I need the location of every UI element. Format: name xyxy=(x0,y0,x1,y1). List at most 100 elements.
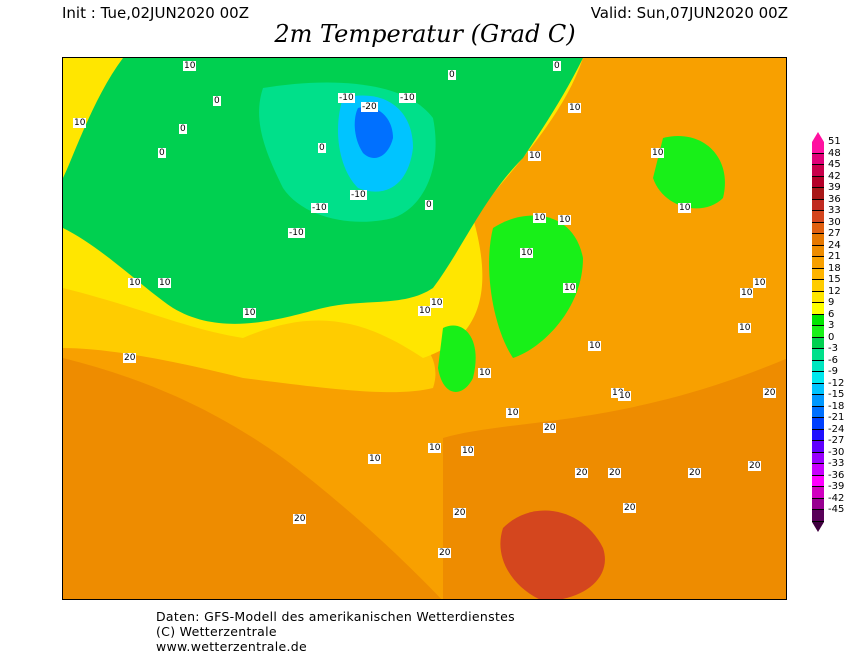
legend-label: -18 xyxy=(828,400,845,412)
legend-label: 0 xyxy=(828,331,835,343)
legend-label: -30 xyxy=(828,446,845,458)
legend-label: -9 xyxy=(828,366,838,377)
contour-label: 10 xyxy=(368,454,382,464)
legend-swatch: -12 xyxy=(812,378,844,395)
contour-label: 10 xyxy=(430,298,444,308)
temperature-map: 10 10 0 0 0 0 -10 -20 -10 0 0 0 10 10 10… xyxy=(62,57,787,600)
contour-label: 20 xyxy=(623,503,637,513)
contour-label: 10 xyxy=(520,248,534,258)
contour-label: -10 xyxy=(338,93,355,103)
color-legend: 51 48 45 42 39 36 33 30 27 24 21 18 15 12 9 6 3 0 -3 -6 -9 -1… xyxy=(812,132,844,532)
legend-label: 51 xyxy=(828,136,841,147)
footer: Daten: GFS-Modell des amerikanischen Wet… xyxy=(156,609,515,654)
contour-label: 10 xyxy=(558,215,572,225)
contour-label: 20 xyxy=(688,468,702,478)
legend-label: -15 xyxy=(828,389,845,400)
greenland-coldest xyxy=(354,107,393,158)
contour-label: 10 xyxy=(428,443,442,453)
contour-label: 10 xyxy=(418,306,432,316)
contour-label: 10 xyxy=(73,118,87,128)
legend-label: -21 xyxy=(828,412,845,423)
contour-label: 10 xyxy=(678,203,692,213)
legend-label: -45 xyxy=(828,504,845,515)
contour-label: 10 xyxy=(611,388,625,398)
contour-label: -10 xyxy=(311,203,328,213)
legend-label: -3 xyxy=(828,343,838,354)
britain-cool xyxy=(438,325,476,392)
contour-label: 10 xyxy=(528,151,542,161)
footer-data-source: Daten: GFS-Modell des amerikanischen Wet… xyxy=(156,609,515,624)
legend-swatch: 24 xyxy=(812,240,841,257)
legend-swatch: 0 xyxy=(812,332,834,349)
footer-url[interactable]: www.wetterzentrale.de xyxy=(156,639,307,654)
legend-swatch: 39 xyxy=(812,182,841,200)
legend-label: 45 xyxy=(828,159,841,170)
legend-label: -24 xyxy=(828,423,845,435)
legend-label: -33 xyxy=(828,458,845,469)
legend-label: 18 xyxy=(828,262,841,274)
legend-swatch: 21 xyxy=(812,251,841,269)
legend-swatch: 15 xyxy=(812,274,841,292)
scandinavia-cool xyxy=(489,215,583,358)
contour-label: 10 xyxy=(461,446,475,456)
legend-swatch: -42 xyxy=(812,493,844,510)
contour-label: 0 xyxy=(318,143,326,153)
contour-label: 10 xyxy=(588,341,602,351)
legend-label: 48 xyxy=(828,147,841,159)
contour-label: 0 xyxy=(448,70,456,80)
valid-time: Valid: Sun,07JUN2020 00Z xyxy=(590,4,788,22)
footer-copyright: (C) Wetterzentrale xyxy=(156,624,277,639)
legend-label: 42 xyxy=(828,170,841,182)
legend-swatch: -36 xyxy=(812,470,844,487)
legend-swatch: 33 xyxy=(812,205,841,223)
contour-label: 0 xyxy=(179,124,187,134)
contour-label: 10 xyxy=(183,61,197,71)
legend-label: 30 xyxy=(828,216,841,228)
legend-swatch: -3 xyxy=(812,343,838,361)
contour-label: 20 xyxy=(763,388,777,398)
contour-label: -10 xyxy=(350,190,367,200)
legend-label: 33 xyxy=(828,205,841,216)
legend-label: -6 xyxy=(828,354,838,366)
legend-swatch: 48 xyxy=(812,148,841,165)
contour-label: 10 xyxy=(738,323,752,333)
contour-label: 10 xyxy=(128,278,142,288)
legend-swatch: 6 xyxy=(812,309,834,326)
legend-label: 6 xyxy=(828,308,835,320)
legend-swatch: 3 xyxy=(812,320,834,338)
legend-swatch: -9 xyxy=(812,366,838,384)
contour-label: 20 xyxy=(123,353,137,363)
contour-label: 0 xyxy=(553,61,561,71)
contour-label: 0 xyxy=(158,148,166,158)
legend-label: 3 xyxy=(828,320,835,331)
contour-label: 10 xyxy=(651,148,665,158)
contour-label: 10 xyxy=(158,278,172,288)
legend-label: -42 xyxy=(828,492,845,504)
contour-label: 20 xyxy=(748,461,762,471)
legend-swatch: 51 xyxy=(812,136,841,154)
legend-swatch: -27 xyxy=(812,435,844,453)
legend-label: -39 xyxy=(828,481,845,492)
contour-label: -10 xyxy=(399,93,416,103)
contour-label: 10 xyxy=(533,213,547,223)
legend-swatch: 12 xyxy=(812,286,841,303)
legend-swatch: -21 xyxy=(812,412,844,430)
contour-label: 10 xyxy=(618,391,632,401)
legend-swatch: 30 xyxy=(812,217,841,234)
legend-swatch: -30 xyxy=(812,447,844,464)
legend-swatch: 36 xyxy=(812,194,841,211)
contour-label: 20 xyxy=(453,508,467,518)
legend-swatch: -33 xyxy=(812,458,844,476)
legend-swatch: 18 xyxy=(812,263,841,280)
legend-label: 21 xyxy=(828,251,841,262)
hot-sahara xyxy=(500,510,605,599)
contour-label: -20 xyxy=(361,102,378,112)
contour-label: 20 xyxy=(543,423,557,433)
legend-swatch: -15 xyxy=(812,389,844,407)
legend-label: 12 xyxy=(828,285,841,297)
legend-label: 27 xyxy=(828,228,841,239)
legend-swatch: -24 xyxy=(812,424,844,441)
contour-label: 10 xyxy=(568,103,582,113)
contour-label: -10 xyxy=(288,228,305,238)
legend-swatch: -18 xyxy=(812,401,844,418)
